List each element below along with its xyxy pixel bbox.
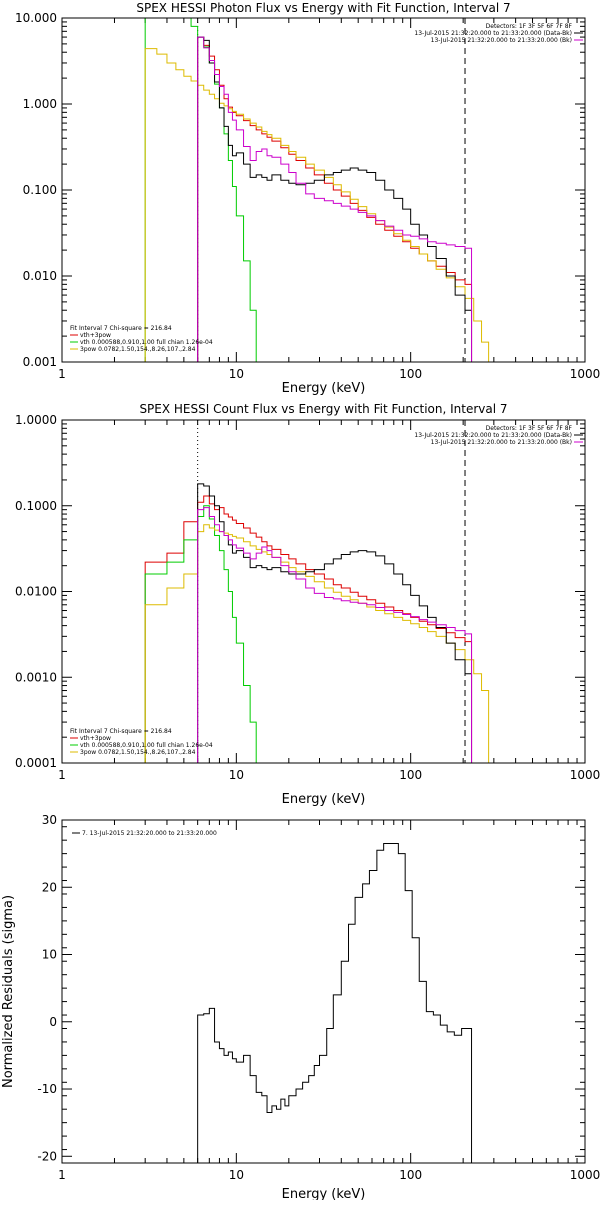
y-axis-label: Normalized Residuals (sigma): [1, 895, 16, 1088]
x-axis-label: Energy (keV): [282, 381, 366, 396]
y-tick-label: -10: [37, 1082, 57, 1096]
x-tick-label: 1000: [570, 1168, 600, 1182]
series-3pow-line: [144, 48, 496, 362]
y-tick-label: 0.1000: [15, 499, 57, 513]
y-tick-label: 20: [42, 880, 57, 894]
legend-entry: vth 0.000588,0.910,1.00 full chian 1.26e…: [80, 339, 213, 346]
legend-entry: Fit Interval 7 Chi-square = 216.84: [70, 325, 172, 332]
info-line: 13-Jul-2015 21:32:20.000 to 21:33:20.000…: [414, 432, 572, 439]
y-tick-label: 10: [42, 948, 57, 962]
x-tick-label: 100: [399, 1168, 422, 1182]
info-line: 13-Jul-2015 21:32:20.000 to 21:33:20.000…: [414, 30, 572, 37]
x-tick-label: 100: [399, 367, 422, 381]
x-tick-label: 1: [58, 768, 66, 782]
y-tick-label: -20: [37, 1149, 57, 1163]
legend-entry: 3pow 0.0782,1.50,154.,8.26,107.,2.84: [80, 749, 196, 756]
legend-entry: Fit Interval 7 Chi-square = 216.84: [70, 728, 172, 735]
legend-entry: vth+3pow: [80, 735, 111, 742]
y-tick-label: 0.100: [23, 183, 57, 197]
x-tick-label: 1000: [570, 367, 600, 381]
legend-entry: 7. 13-Jul-2015 21:32:20.000 to 21:33:20.…: [82, 830, 217, 837]
x-tick-label: 1: [58, 367, 66, 381]
series-vth-line: [144, 18, 263, 362]
y-tick-label: 0.0100: [15, 585, 57, 599]
y-tick-label: 10.000: [15, 11, 57, 25]
y-tick-label: 0.010: [23, 269, 57, 283]
y-tick-label: 0: [49, 1015, 57, 1029]
info-line: Detectors: 1F 3F 5F 6F 7F 8F: [486, 23, 573, 30]
series-vth-line: [144, 505, 269, 763]
legend-entry: vth 0.000588,0.910,1.00 full chian 1.26e…: [80, 742, 213, 749]
x-tick-label: 1000: [570, 768, 600, 782]
x-tick-label: 1: [58, 1168, 66, 1182]
x-tick-label: 10: [229, 1168, 244, 1182]
legend-entry: 3pow 0.0782,1.50,154.,8.26,107.,2.84: [80, 346, 196, 353]
x-axis-label: Energy (keV): [282, 1187, 366, 1200]
info-line: 13-Jul-2015 21:32:20.000 to 21:33:20.000…: [431, 439, 572, 446]
chart-title: SPEX HESSI Count Flux vs Energy with Fit…: [139, 402, 507, 416]
x-tick-label: 10: [229, 367, 244, 381]
info-line: Detectors: 1F 3F 5F 6F 7F 8F: [486, 425, 573, 432]
chart-title: SPEX HESSI Photon Flux vs Energy with Fi…: [136, 1, 510, 15]
x-axis-label: Energy (keV): [282, 792, 366, 807]
plot-frame: [61, 819, 586, 1164]
series-data-line: [197, 483, 473, 763]
info-line: 13-Jul-2015 21:32:20.000 to 21:33:20.000…: [431, 37, 572, 44]
series-vth-3pow-line: [144, 495, 473, 763]
plot-frame: [61, 17, 586, 363]
x-tick-label: 10: [229, 768, 244, 782]
x-tick-label: 100: [399, 768, 422, 782]
series-vth-3pow-line: [197, 36, 473, 362]
legend-entry: vth+3pow: [80, 332, 111, 339]
series-background-line: [197, 36, 473, 362]
y-tick-label: 0.001: [23, 355, 57, 369]
series-background-line: [197, 507, 473, 763]
plot-frame: [61, 419, 586, 764]
y-tick-label: 0.0010: [15, 670, 57, 684]
y-tick-label: 1.000: [23, 97, 57, 111]
y-tick-label: 30: [42, 813, 57, 827]
series-data-line: [197, 843, 473, 1163]
y-tick-label: 1.0000: [15, 413, 57, 427]
y-tick-label: 0.0001: [15, 756, 57, 770]
series-data-line: [197, 36, 473, 362]
